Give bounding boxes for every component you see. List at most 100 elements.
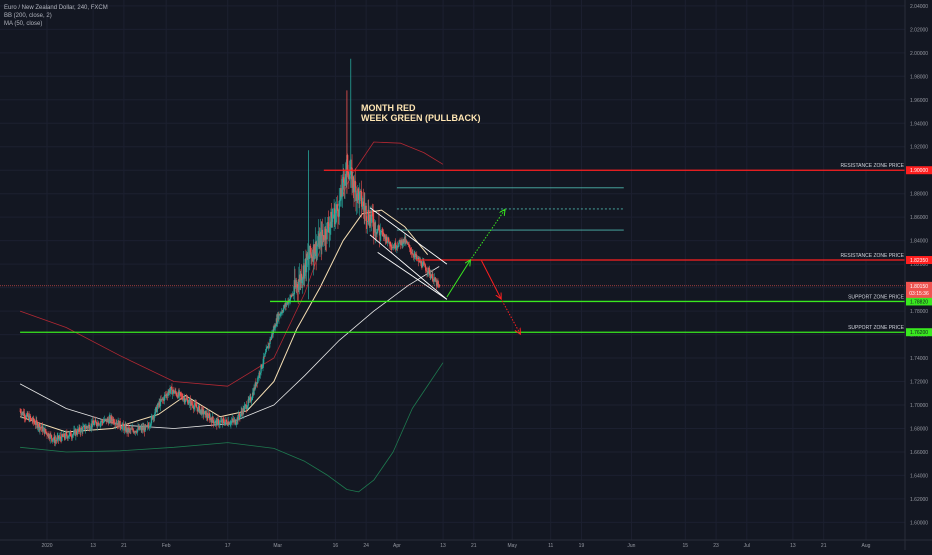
candle-body: [416, 258, 419, 259]
x-tick-label: Jul: [744, 543, 750, 549]
candle-body: [82, 425, 85, 428]
candle-body: [89, 427, 92, 429]
candles: [19, 58, 440, 447]
x-tick-label: 23: [713, 543, 719, 549]
candle-body: [128, 428, 130, 433]
candle-body: [419, 259, 421, 263]
candle-body: [36, 420, 38, 423]
candle-body: [85, 426, 87, 429]
bb-upper-line: [19, 141, 444, 387]
candle-body: [91, 420, 94, 427]
candle-body: [243, 406, 246, 412]
candle-body: [216, 419, 219, 426]
candle-body: [303, 265, 306, 279]
candle-body: [61, 434, 64, 437]
candle-body: [438, 284, 440, 287]
candle-body: [38, 423, 41, 430]
candle-body: [426, 271, 428, 273]
candle-body: [413, 254, 415, 257]
candle-body: [394, 242, 397, 249]
candle-body: [328, 227, 331, 233]
candle-body: [268, 343, 270, 349]
y-tick-label: 1.60000: [910, 520, 928, 526]
candle-body: [113, 422, 115, 424]
candle-body: [261, 366, 264, 369]
x-tick-label: Feb: [162, 543, 171, 549]
candle-body: [175, 390, 177, 393]
candle-body: [28, 415, 31, 421]
candle-body: [427, 267, 430, 273]
candle-body: [84, 425, 86, 430]
candle-body: [186, 399, 189, 400]
candle-body: [341, 178, 344, 197]
candle-body: [166, 394, 168, 396]
green-up-arrow: [446, 261, 470, 298]
candle-body: [338, 200, 340, 217]
candle-body: [39, 427, 42, 428]
candle-body: [352, 176, 355, 188]
candle-body: [48, 433, 50, 438]
candle-body: [230, 421, 232, 424]
candle-body: [20, 410, 22, 414]
candle-body: [34, 424, 37, 426]
candle-body: [321, 229, 323, 247]
wedge-line: [369, 234, 448, 300]
time-axis[interactable]: 2020 13 21 Feb 17 Mar 16 24 Apr 13 21 May 11 19 Jun 15 2…: [0, 539, 932, 549]
candle-body: [350, 167, 353, 168]
resistance-level-label: RESISTANCE ZONE PRICE: [840, 163, 904, 169]
countdown-text: 03:15:36: [909, 291, 929, 297]
candle-body: [354, 180, 356, 187]
x-tick-label: 17: [225, 543, 231, 549]
candle-body: [214, 422, 216, 424]
candle-body: [218, 424, 221, 425]
candle-body: [382, 232, 384, 233]
candle-body: [337, 209, 339, 217]
candle-body: [273, 325, 276, 330]
candle-body: [401, 240, 403, 246]
candle-body: [293, 294, 295, 295]
candle-body: [237, 413, 240, 421]
price-axis[interactable]: 2.04000 2.02000 2.00000 1.98000 1.96000 1.940…: [904, 0, 932, 550]
candle-body: [139, 426, 141, 430]
candle-body: [122, 423, 124, 427]
candle-body: [157, 403, 159, 408]
bb-lower-line: [20, 362, 444, 493]
candle-body: [336, 204, 339, 210]
y-tick-label: 1.68000: [910, 426, 928, 432]
drawings: RESISTANCE ZONE PRICE RESISTANCE ZONE PRI…: [0, 163, 905, 333]
y-tick-label: 1.70000: [910, 403, 928, 409]
candle-body: [233, 420, 235, 422]
candle-body: [232, 419, 234, 421]
candle-body: [264, 352, 267, 354]
candle-body: [36, 422, 39, 428]
candle-body: [186, 398, 188, 400]
candle-body: [212, 416, 214, 421]
candle-body: [405, 240, 408, 242]
x-tick-label: 11: [548, 543, 553, 549]
candle-body: [33, 421, 35, 423]
candle-body: [161, 398, 163, 401]
candle-body: [71, 434, 74, 438]
candle-body: [360, 191, 362, 192]
candle-body: [248, 397, 251, 401]
candle-body: [341, 196, 343, 198]
candle-body: [221, 419, 224, 424]
candle-body: [34, 422, 36, 425]
candle-body: [180, 395, 183, 396]
candle-body: [250, 399, 253, 402]
candle-body: [379, 231, 381, 236]
support-price-tag-text: 1.78820: [910, 299, 928, 305]
candle-body: [385, 236, 388, 243]
candle-body: [271, 333, 273, 337]
candle-body: [251, 397, 253, 400]
candle-body: [242, 408, 244, 415]
candle-body: [321, 229, 324, 237]
candle-body: [178, 392, 181, 396]
candle-body: [187, 403, 190, 405]
candle-body: [334, 213, 337, 224]
x-tick-label: 13: [790, 543, 796, 549]
candle-body: [376, 228, 378, 235]
candle-body: [52, 439, 55, 441]
